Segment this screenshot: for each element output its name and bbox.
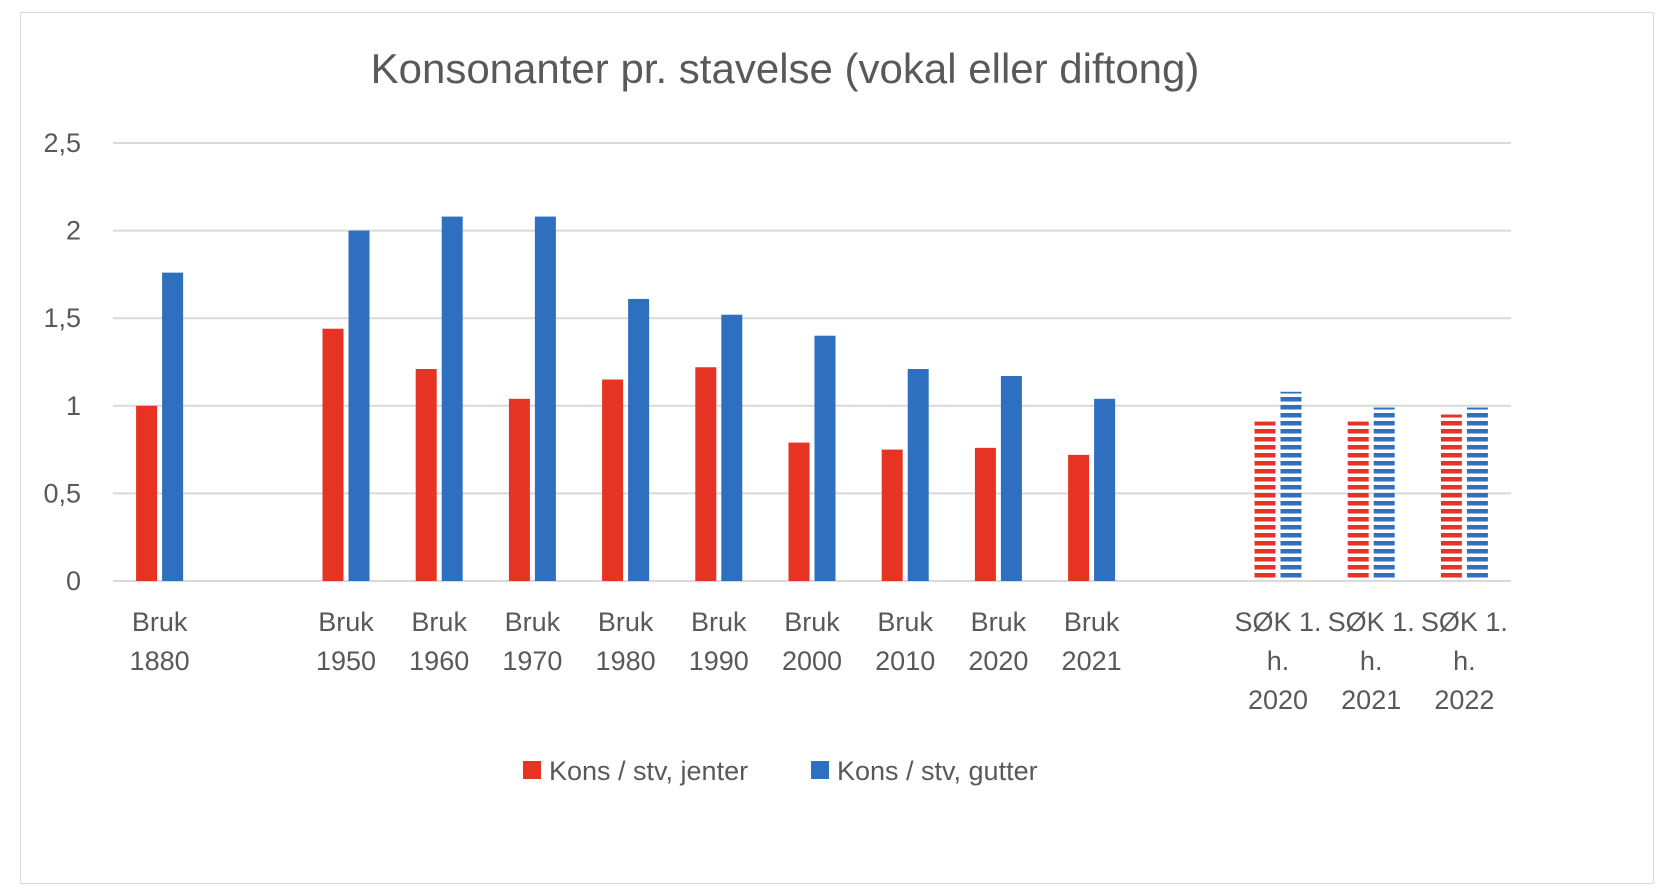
bar-gutter: [1280, 391, 1302, 581]
bar-jenter: [322, 328, 344, 581]
bar-gutter: [441, 216, 463, 582]
x-category-label: SØK 1.: [1328, 607, 1415, 637]
x-category-label: Bruk: [598, 607, 654, 637]
bar-jenter: [1440, 414, 1462, 581]
x-category-label: 1880: [130, 646, 190, 676]
x-category-label: Bruk: [971, 607, 1027, 637]
chart-title: Konsonanter pr. stavelse (vokal eller di…: [371, 45, 1200, 92]
y-tick-label: 1: [66, 391, 81, 421]
bar-gutter: [814, 335, 836, 581]
chart: Konsonanter pr. stavelse (vokal eller di…: [43, 45, 1511, 786]
y-tick-label: 2: [66, 216, 81, 246]
y-tick-label: 0: [66, 566, 81, 596]
y-axis-ticks: 0 0,5 1 1,5 2 2,5: [43, 128, 81, 596]
x-category-label: h.: [1267, 646, 1290, 676]
x-category-label: h.: [1453, 646, 1476, 676]
legend-label: Kons / stv, jenter: [549, 756, 748, 786]
legend-label: Kons / stv, gutter: [837, 756, 1038, 786]
bar-jenter: [508, 398, 530, 581]
x-category-label: 2021: [1062, 646, 1122, 676]
bar-jenter: [1254, 421, 1276, 581]
x-category-label: Bruk: [1064, 607, 1120, 637]
x-category-label: Bruk: [505, 607, 561, 637]
bar-jenter: [602, 379, 624, 581]
x-category-label: 2010: [875, 646, 935, 676]
legend-swatch: [811, 761, 829, 779]
legend-swatch: [523, 761, 541, 779]
bar-gutter: [162, 272, 184, 581]
bar-gutter: [721, 314, 743, 581]
x-category-label: 1980: [596, 646, 656, 676]
bars: [136, 216, 1488, 582]
x-category-label: 2021: [1341, 685, 1401, 715]
bar-jenter: [1347, 421, 1369, 581]
x-category-label: Bruk: [691, 607, 747, 637]
bar-gutter: [534, 216, 556, 582]
bar-jenter: [1068, 454, 1090, 581]
x-category-label: Bruk: [411, 607, 467, 637]
x-category-label: SØK 1.: [1234, 607, 1321, 637]
y-tick-label: 0,5: [43, 478, 81, 508]
bar-jenter: [415, 369, 437, 581]
x-axis-categories: Bruk 1880 Bruk 1950 Bruk 1960 Bruk 1970 Bruk 1980…: [130, 607, 1508, 715]
x-category-label: 1960: [409, 646, 469, 676]
bar-jenter: [974, 447, 996, 581]
x-category-label: 1970: [502, 646, 562, 676]
x-category-label: 1990: [689, 646, 749, 676]
x-category-label: 2020: [968, 646, 1028, 676]
bar-jenter: [881, 449, 903, 581]
x-category-label: 2020: [1248, 685, 1308, 715]
y-tick-label: 2,5: [43, 128, 81, 158]
x-category-label: 2022: [1434, 685, 1494, 715]
gridlines: [113, 142, 1511, 582]
x-category-label: Bruk: [318, 607, 374, 637]
bar-gutter: [1000, 376, 1022, 581]
x-category-label: 2000: [782, 646, 842, 676]
x-category-label: Bruk: [784, 607, 840, 637]
x-category-label: 1950: [316, 646, 376, 676]
bar-jenter: [788, 442, 810, 581]
bar-gutter: [628, 298, 650, 581]
x-category-label: Bruk: [877, 607, 933, 637]
bar-gutter: [1373, 407, 1395, 581]
x-category-label: h.: [1360, 646, 1383, 676]
bar-gutter: [348, 230, 370, 581]
chart-frame: Konsonanter pr. stavelse (vokal eller di…: [20, 12, 1654, 884]
y-tick-label: 1,5: [43, 303, 81, 333]
x-category-label: Bruk: [132, 607, 188, 637]
bar-jenter: [136, 405, 158, 581]
legend: Kons / stv, jenter Kons / stv, gutter: [523, 756, 1038, 786]
bar-jenter: [695, 367, 717, 581]
bar-gutter: [1466, 407, 1488, 581]
bar-gutter: [1094, 398, 1116, 581]
x-category-label: SØK 1.: [1421, 607, 1508, 637]
bar-gutter: [907, 369, 929, 581]
